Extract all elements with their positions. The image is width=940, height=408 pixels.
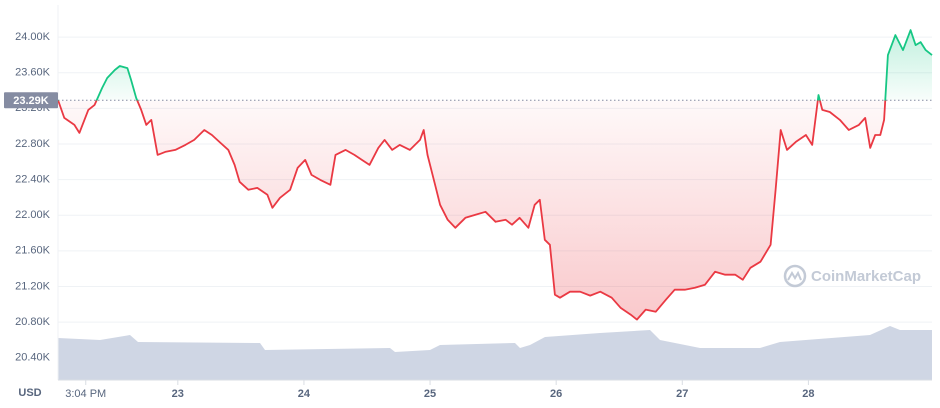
area-fill [58,30,932,320]
y-tick-label: 22.00K [15,209,51,221]
y-tick-label: 20.40K [15,352,51,364]
reference-badge [4,92,58,109]
y-tick-label: 21.20K [15,280,51,292]
x-tick-label: 3:04 PM [65,388,106,400]
currency-label: USD [18,387,41,399]
y-tick-label: 21.60K [15,245,51,257]
y-tick-label: 20.80K [15,316,51,328]
volume-area [58,326,932,380]
x-tick-label: 24 [298,388,311,400]
y-tick-label: 24.00K [15,31,51,43]
reference-label: 23.29K [13,95,49,107]
x-tick-label: 26 [550,388,562,400]
x-tick-label: 25 [424,388,436,400]
y-tick-label: 23.60K [15,67,51,79]
watermark-text: CoinMarketCap [811,268,921,285]
x-tick-label: 27 [676,388,688,400]
watermark: CoinMarketCap [783,264,921,288]
y-tick-label: 22.40K [15,173,51,185]
x-tick-label: 28 [802,388,814,400]
price-line [57,29,933,321]
y-tick-label: 22.80K [15,138,51,150]
x-tick-label: 23 [172,388,184,400]
